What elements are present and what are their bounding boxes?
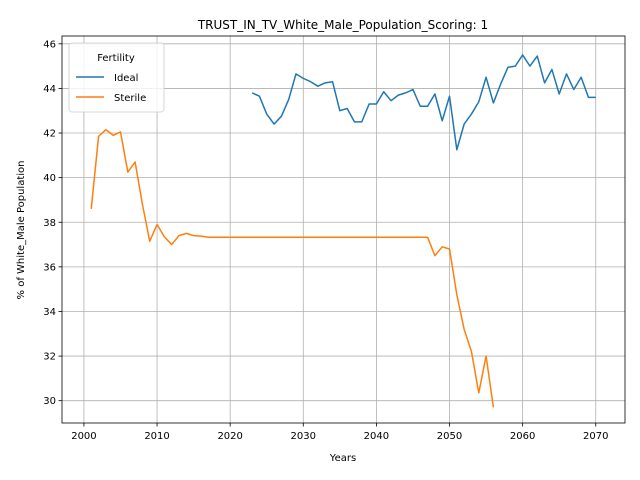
x-axis-ticks: 2000 2010 2020 2030 2040 2050 2060 2070 xyxy=(71,423,608,442)
legend-entry-sterile: Sterile xyxy=(114,93,146,104)
x-tick-label: 2050 xyxy=(437,431,462,442)
y-tick-label: 38 xyxy=(43,218,56,229)
x-axis-label: Years xyxy=(329,453,356,464)
series-line-sterile xyxy=(90,128,495,408)
legend-box xyxy=(68,42,165,113)
legend: Fertility Ideal Sterile xyxy=(68,42,165,113)
x-tick-label: 2010 xyxy=(144,431,169,442)
x-tick-label: 2070 xyxy=(583,431,608,442)
x-tick-label: 2000 xyxy=(71,431,96,442)
y-axis-ticks: 30 32 34 36 38 40 42 44 46 xyxy=(43,39,62,407)
y-tick-label: 42 xyxy=(43,129,56,140)
x-tick-label: 2060 xyxy=(510,431,535,442)
y-tick-label: 40 xyxy=(43,173,56,184)
y-tick-label: 44 xyxy=(43,84,56,95)
legend-title: Fertility xyxy=(97,53,135,64)
y-tick-label: 32 xyxy=(43,352,56,363)
x-tick-label: 2020 xyxy=(217,431,242,442)
legend-entry-ideal: Ideal xyxy=(114,73,138,84)
y-tick-label: 34 xyxy=(43,307,56,318)
y-tick-label: 30 xyxy=(43,396,56,407)
y-tick-label: 46 xyxy=(43,39,56,50)
y-tick-label: 36 xyxy=(43,262,56,273)
y-axis-label: % of White_Male Population xyxy=(16,161,27,300)
series-line-ideal xyxy=(251,54,596,151)
x-tick-label: 2030 xyxy=(291,431,316,442)
series-lines xyxy=(90,54,596,408)
chart-title: TRUST_IN_TV_White_Male_Population_Scorin… xyxy=(197,18,488,32)
x-tick-label: 2040 xyxy=(364,431,389,442)
plot-frame xyxy=(61,35,626,424)
